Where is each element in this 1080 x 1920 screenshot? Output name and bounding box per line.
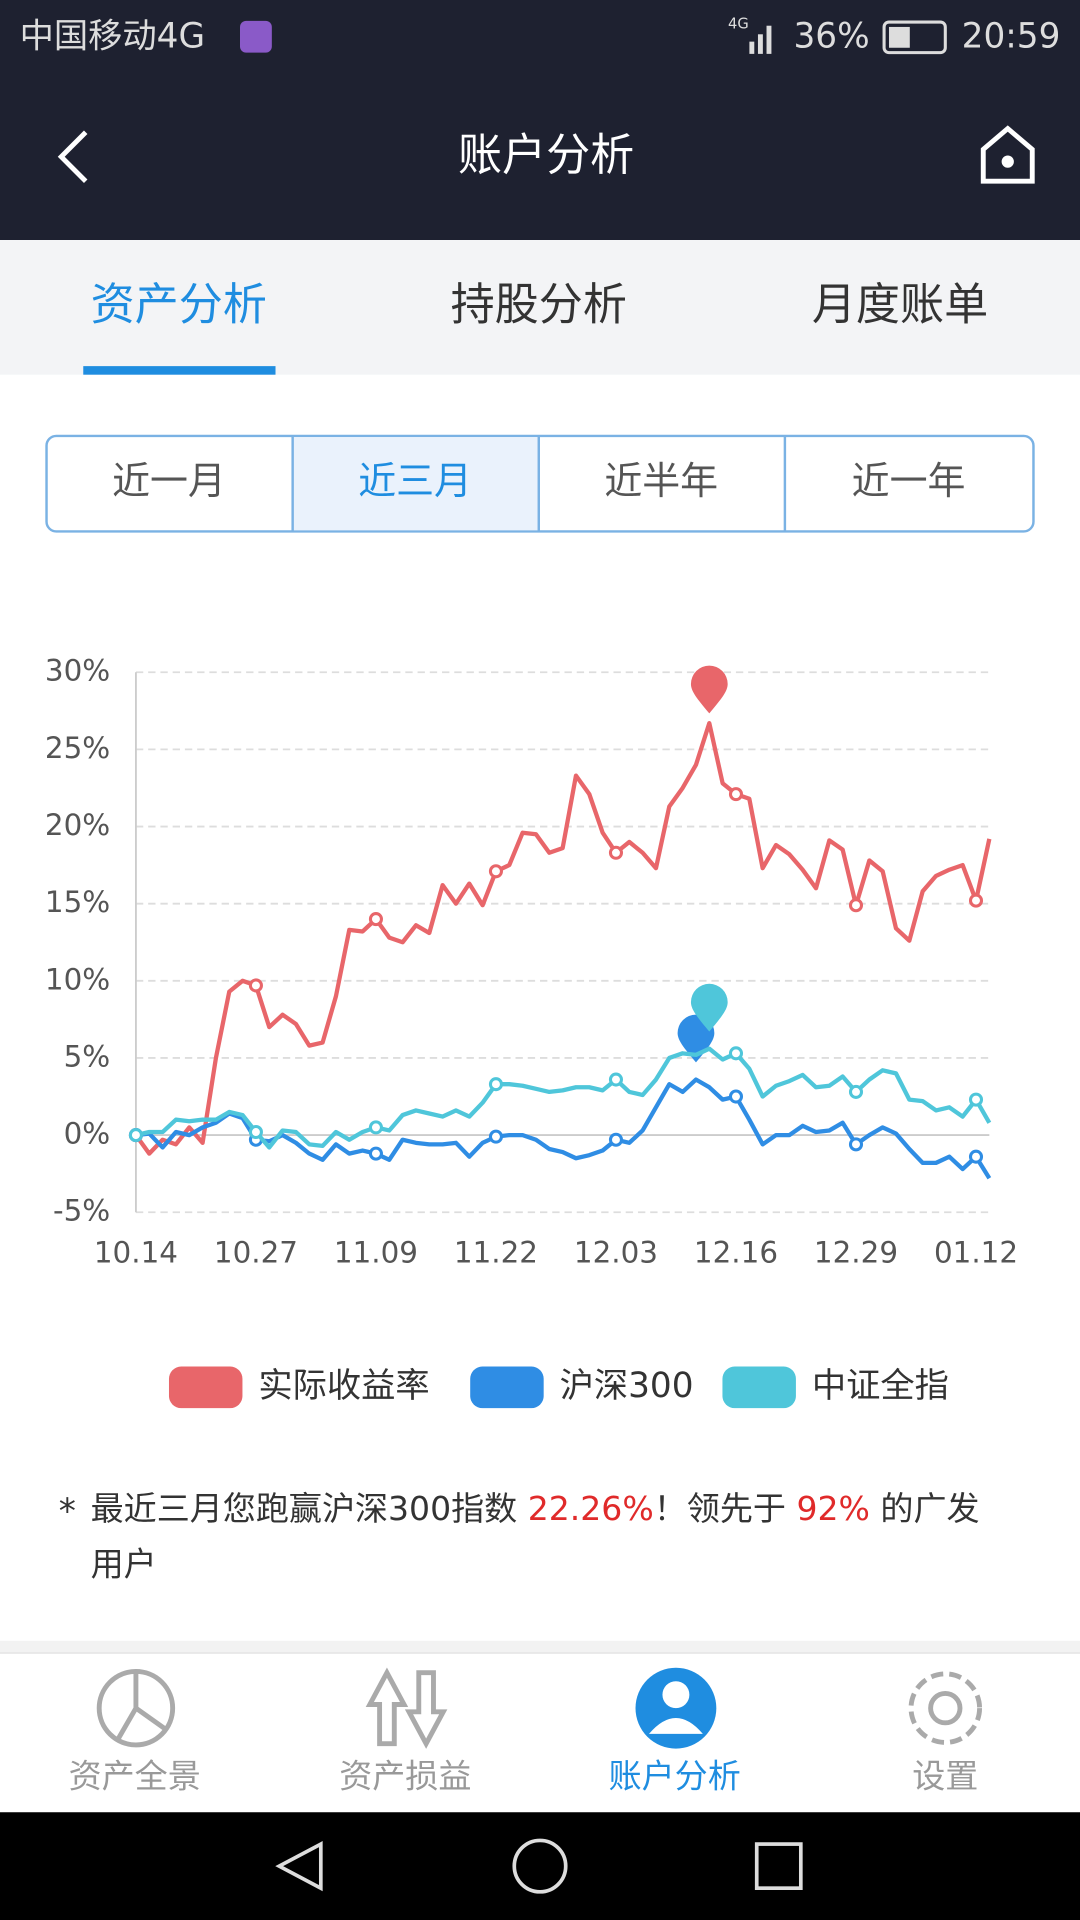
point-marker [608,845,624,860]
note-part: 最近三月您跑赢沪深300指数 [91,1488,528,1527]
legend-label: 中证全指 [812,1366,949,1406]
battery-fill [888,26,910,48]
point-marker [488,1129,503,1144]
system-nav [0,1812,1080,1920]
legend-label: 沪深300 [560,1366,694,1406]
battery [882,20,947,55]
note-star: * [59,1492,76,1532]
tab[interactable]: 资产分析 [91,279,267,330]
point-marker [608,1072,624,1087]
sys-home[interactable] [512,1838,568,1894]
x-tick-label: 12.29 [814,1235,898,1269]
y-tick-label: 30% [45,654,110,688]
point-marker [848,1137,864,1152]
nav-label[interactable]: 资产全景 [69,1756,201,1795]
series-line [135,1046,992,1150]
nav-label[interactable]: 账户分析 [609,1756,741,1795]
point-marker [728,1089,744,1104]
home-button[interactable] [980,125,1035,184]
legend-swatch [168,1366,243,1409]
y-tick-label: 0% [64,1117,111,1151]
note-part: 22.26% [528,1488,654,1527]
note: 最近三月您跑赢沪深300指数 22.26%！领先于 92% 的广发 [91,1488,980,1527]
sys-back[interactable] [275,1841,323,1892]
y-tick-label: -5% [53,1194,110,1228]
point-marker [368,1120,383,1135]
period-option[interactable]: 近一月 [112,459,226,503]
period-option[interactable]: 近半年 [604,459,718,503]
page-title: 账户分析 [458,130,634,181]
point-marker [368,912,383,927]
legend-swatch [470,1366,544,1409]
point-marker [848,898,864,913]
point-marker [488,1077,503,1092]
sys-recent[interactable] [754,1842,803,1890]
note-part: ！领先于 [654,1488,797,1527]
nav-label[interactable]: 设置 [912,1756,978,1795]
tab[interactable]: 月度账单 [812,279,988,330]
point-marker [968,893,984,908]
back-button[interactable] [57,130,88,183]
series-line [134,721,992,1156]
app-icon [240,20,272,53]
legend-swatch [722,1366,796,1409]
note-line2: 用户 [91,1545,157,1584]
network: 4G [728,15,749,32]
period-option[interactable]: 近三月 [358,459,472,503]
y-tick-label: 25% [45,731,110,765]
x-tick-label: 11.09 [334,1235,418,1269]
period-option[interactable]: 近一年 [852,459,966,503]
legend-label: 实际收益率 [258,1366,429,1406]
x-tick-label: 12.03 [574,1235,658,1269]
x-tick-label: 01.12 [934,1235,1018,1269]
icon-pnl [365,1667,448,1749]
y-tick-label: 15% [45,885,110,919]
point-marker [248,1124,263,1140]
x-tick-label: 12.16 [694,1235,778,1269]
tab[interactable]: 持股分析 [451,279,627,330]
point-marker [488,864,503,879]
battery-level: 36% [793,16,869,56]
point-marker [368,1146,383,1161]
y-tick-label: 10% [45,962,110,996]
icon-overview [96,1668,176,1748]
x-tick-label: 10.27 [214,1235,298,1269]
point-marker [728,1046,744,1061]
nav-label[interactable]: 资产损益 [339,1756,471,1795]
x-tick-label: 10.14 [94,1235,178,1269]
tab-bar [0,240,1080,375]
max-pin [690,665,728,714]
point-marker [248,978,263,993]
note-part: 92% [796,1488,869,1527]
y-tick-label: 20% [45,808,110,842]
time: 20:59 [962,16,1061,56]
carrier: 中国移动4G [20,16,205,56]
separator [0,1640,1080,1654]
icon-settings [908,1671,983,1745]
point-marker [848,1084,864,1099]
tab-indicator [83,366,276,375]
signal [749,25,772,54]
point-marker [128,1128,143,1143]
icon-account [635,1667,717,1749]
x-tick-label: 11.22 [454,1235,538,1269]
y-tick-label: 5% [64,1039,111,1073]
period-selected-bg [292,437,539,531]
point-marker [968,1092,984,1107]
point-marker [728,787,744,802]
point-marker [608,1132,624,1147]
period-dividers [291,435,787,532]
note-part: 的广发 [870,1488,980,1527]
point-marker [968,1149,984,1164]
max-pin [690,983,728,1032]
